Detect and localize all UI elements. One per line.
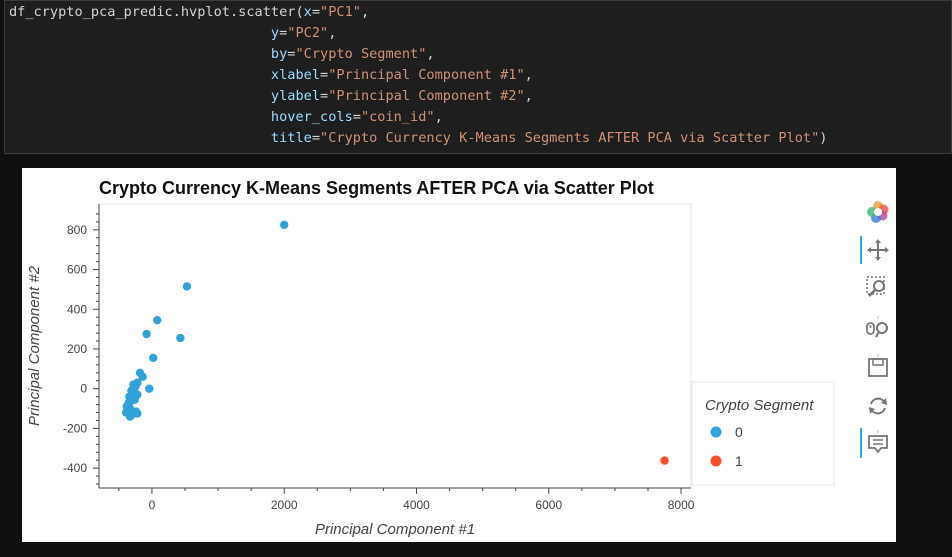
reset-tool[interactable] <box>860 392 896 420</box>
code-token: ylabel <box>270 88 321 104</box>
save-tool[interactable] <box>860 352 896 380</box>
x-tick-label: 0 <box>149 498 156 512</box>
code-token <box>9 88 271 104</box>
wheel-zoom-tool[interactable] <box>860 314 896 342</box>
code-token: x <box>303 4 312 20</box>
bokeh-logo-icon[interactable] <box>860 198 896 226</box>
code-token: hover_cols <box>270 109 353 125</box>
legend-marker[interactable] <box>710 426 722 438</box>
data-point[interactable] <box>176 333 185 343</box>
data-point[interactable] <box>142 329 151 339</box>
code-token <box>9 109 271 125</box>
code-token: by <box>270 46 288 62</box>
code-token: df_crypto_pca_predic.hvplot.scatter( <box>9 4 304 20</box>
data-point[interactable] <box>145 384 154 393</box>
code-token: "PC1" <box>320 4 361 20</box>
hover-icon <box>868 430 888 454</box>
data-point[interactable] <box>133 409 142 418</box>
data-point[interactable] <box>125 412 135 421</box>
code-token: , <box>524 88 533 104</box>
pan-icon <box>867 239 889 261</box>
chart-title: Crypto Currency K-Means Segments AFTER P… <box>99 178 654 198</box>
data-point[interactable] <box>153 315 162 325</box>
x-tick-label: 4000 <box>403 498 430 512</box>
y-tick-label: -400 <box>63 461 87 475</box>
box-zoom-icon <box>866 276 885 297</box>
code-token: = <box>352 109 361 125</box>
code-token: , <box>328 25 337 41</box>
data-point[interactable] <box>280 220 289 230</box>
reset-icon <box>869 397 887 415</box>
code-token: xlabel <box>270 67 321 83</box>
x-axis-label: Principal Component #1 <box>315 521 475 538</box>
legend-marker[interactable] <box>710 455 722 467</box>
code-token: = <box>320 67 329 83</box>
pan-tool[interactable] <box>860 236 896 264</box>
y-tick-label: -200 <box>63 421 87 435</box>
code-token: y <box>270 25 280 41</box>
code-token <box>9 67 271 83</box>
y-tick-label: 400 <box>67 302 87 316</box>
code-token: ) <box>819 130 828 146</box>
scatter-chart[interactable]: Crypto Currency K-Means Segments AFTER P… <box>22 168 896 542</box>
code-token: "Crypto Segment" <box>295 46 427 62</box>
x-tick-label: 6000 <box>535 498 562 512</box>
code-line: df_crypto_pca_predic.hvplot.scatter(x="P… <box>9 2 827 23</box>
code-token: title <box>270 130 312 146</box>
code-line: by="Crypto Segment", <box>9 44 827 65</box>
code-token: = <box>279 25 288 41</box>
data-point[interactable] <box>138 372 147 381</box>
code-line: title="Crypto Currency K-Means Segments … <box>9 128 828 149</box>
y-tick-label: 200 <box>67 342 87 356</box>
plot-panel: Crypto Currency K-Means Segments AFTER P… <box>22 168 896 542</box>
data-point[interactable] <box>149 353 158 363</box>
code-token: , <box>426 46 435 62</box>
code-token: "Principal Component #2" <box>328 88 525 104</box>
legend-label: 1 <box>735 453 743 469</box>
hover-tool[interactable] <box>860 428 896 458</box>
data-point[interactable] <box>182 282 192 291</box>
code-cell[interactable]: df_crypto_pca_predic.hvplot.scatter(x="P… <box>4 0 952 154</box>
legend-title: Crypto Segment <box>705 397 814 414</box>
code-token: , <box>360 4 370 20</box>
code-token: "coin_id" <box>360 109 435 125</box>
code-token: = <box>320 88 329 104</box>
y-tick-label: 600 <box>67 263 87 277</box>
code-editor[interactable]: df_crypto_pca_predic.hvplot.scatter(x="P… <box>9 2 827 149</box>
code-line: y="PC2", <box>9 23 827 44</box>
code-token: = <box>311 4 321 20</box>
code-line: hover_cols="coin_id", <box>9 107 827 128</box>
legend-label: 0 <box>735 424 743 440</box>
code-line: ylabel="Principal Component #2", <box>9 86 827 107</box>
code-token: = <box>287 46 296 62</box>
code-token: , <box>434 109 443 125</box>
y-tick-label: 800 <box>67 223 87 237</box>
code-token <box>9 130 271 146</box>
plot-toolbar <box>860 198 896 468</box>
code-token: = <box>311 130 321 146</box>
x-tick-label: 2000 <box>271 498 298 512</box>
box-zoom-tool[interactable] <box>860 274 896 302</box>
code-token: , <box>524 67 533 83</box>
save-icon <box>868 354 888 377</box>
code-token <box>9 25 271 41</box>
x-tick-label: 8000 <box>668 498 695 512</box>
data-point[interactable] <box>660 456 669 465</box>
y-tick-label: 0 <box>80 382 87 396</box>
code-token: "Crypto Currency K-Means Segments AFTER … <box>320 130 820 146</box>
y-axis-label: Principal Component #2 <box>26 265 43 426</box>
plot-frame <box>98 203 692 489</box>
code-line: xlabel="Principal Component #1", <box>9 65 827 86</box>
code-token <box>9 46 271 62</box>
wheel-zoom-icon <box>866 316 888 338</box>
code-token: "PC2" <box>287 25 329 41</box>
code-token: "Principal Component #1" <box>328 67 525 83</box>
